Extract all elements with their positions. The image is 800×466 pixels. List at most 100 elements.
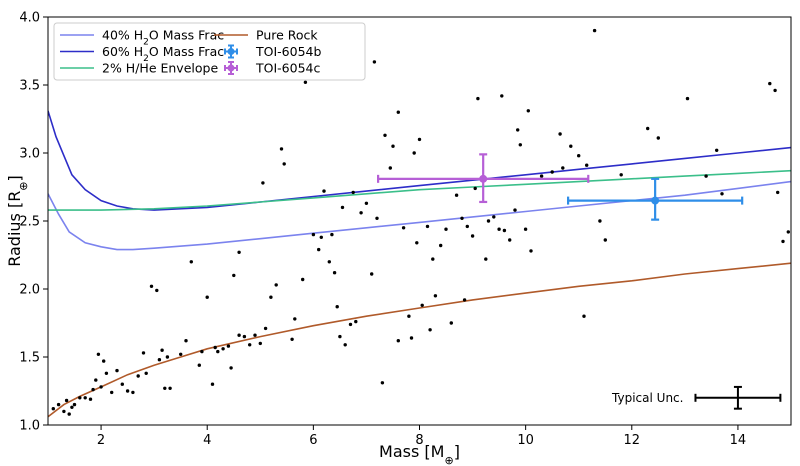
- data-point: [340, 205, 345, 210]
- curve-40-h-o-mass-frac: [48, 180, 791, 251]
- x-tick-label: 2: [97, 433, 105, 448]
- data-point: [330, 232, 334, 237]
- data-point: [163, 386, 167, 390]
- data-point: [391, 144, 395, 148]
- data-point: [290, 337, 294, 341]
- data-point: [56, 402, 61, 407]
- data-point: [561, 166, 565, 170]
- data-point: [125, 389, 130, 393]
- data-point: [388, 166, 392, 170]
- planet-toi-6054b: [566, 177, 744, 221]
- data-point: [149, 284, 154, 288]
- data-point: [656, 136, 660, 140]
- y-axis-ticks: 1.0 1.5 2.0 2.5 3.0 3.5 4.0: [19, 11, 48, 434]
- data-point: [539, 174, 544, 178]
- data-point: [221, 347, 225, 351]
- legend-entry-60-h-o-mass-frac: 60% H2O Mass Frac: [60, 44, 224, 64]
- data-point: [348, 322, 353, 327]
- data-point: [417, 137, 422, 142]
- data-point: [136, 374, 140, 378]
- data-point: [383, 133, 387, 137]
- legend-entry-40-h-o-mass-frac: 40% H2O Mass Frac: [60, 28, 224, 48]
- data-point: [274, 283, 278, 287]
- y-tick-label: 3.5: [19, 79, 40, 94]
- data-point: [242, 334, 247, 339]
- legend-label: Pure Rock: [256, 28, 318, 43]
- data-point: [720, 192, 724, 196]
- data-point: [439, 243, 443, 248]
- x-axis-ticks: 2 4 6 8 10 12 14: [97, 425, 746, 448]
- legend-swatch: [227, 64, 235, 72]
- data-point: [67, 412, 71, 416]
- data-point: [449, 321, 453, 325]
- data-point: [425, 224, 430, 229]
- data-point: [83, 396, 87, 400]
- data-point: [470, 234, 475, 238]
- data-point: [322, 189, 326, 193]
- legend-entry-toi-6054c: TOI-6054c: [224, 61, 320, 76]
- data-point: [462, 298, 467, 302]
- data-point: [104, 371, 109, 375]
- data-point: [237, 250, 241, 254]
- legend-entry-toi-6054b: TOI-6054b: [224, 44, 321, 59]
- data-point: [364, 201, 369, 205]
- data-point: [160, 348, 164, 352]
- y-tick-label: 3.0: [19, 147, 40, 162]
- data-point: [269, 295, 273, 299]
- data-point: [70, 405, 74, 409]
- data-point: [94, 378, 98, 382]
- data-point: [335, 305, 339, 309]
- legend-label: 2% H/He Envelope: [102, 61, 218, 76]
- data-point: [282, 162, 286, 166]
- data-point: [776, 190, 780, 195]
- x-tick-label: 6: [309, 433, 317, 448]
- legend-label: TOI-6054c: [255, 61, 320, 76]
- data-point: [88, 397, 93, 401]
- data-point: [155, 288, 159, 293]
- x-tick-label: 14: [730, 433, 747, 448]
- data-point: [375, 216, 379, 220]
- data-point: [500, 94, 504, 98]
- data-point: [433, 294, 438, 298]
- data-point: [327, 260, 331, 264]
- x-tick-label: 12: [624, 433, 641, 448]
- x-tick-label: 4: [203, 433, 211, 448]
- legend-label: 40% H2O Mass Frac: [102, 28, 224, 48]
- data-point: [165, 355, 170, 359]
- data-point: [550, 170, 554, 174]
- data-point: [460, 216, 464, 220]
- data-point: [213, 345, 217, 350]
- data-point: [380, 381, 385, 385]
- legend-label: TOI-6054b: [255, 44, 321, 59]
- y-tick-label: 4.0: [19, 11, 40, 26]
- data-point: [317, 247, 321, 252]
- data-point: [179, 352, 183, 356]
- data-point: [444, 227, 448, 231]
- data-point: [577, 154, 581, 158]
- data-point: [62, 409, 66, 414]
- data-point: [248, 343, 252, 347]
- data-point: [319, 235, 323, 239]
- scatter-points: [51, 28, 790, 416]
- y-tick-label: 2.0: [19, 283, 40, 298]
- data-point: [205, 295, 209, 299]
- legend-entry-2-h-he-envelope: 2% H/He Envelope: [60, 61, 218, 76]
- data-point: [431, 257, 435, 261]
- data-point: [210, 382, 215, 386]
- data-point: [168, 386, 172, 390]
- data-point: [64, 398, 69, 403]
- data-point: [773, 88, 777, 93]
- data-point: [72, 402, 77, 407]
- data-point: [372, 60, 377, 64]
- data-point: [454, 193, 459, 197]
- data-point: [232, 273, 236, 278]
- data-point: [99, 385, 103, 389]
- planet-errorbars: [377, 153, 744, 221]
- data-point: [646, 126, 650, 131]
- data-point: [598, 219, 602, 223]
- data-point: [592, 28, 597, 33]
- data-point: [338, 334, 342, 339]
- data-point: [226, 344, 231, 348]
- data-point: [229, 366, 233, 370]
